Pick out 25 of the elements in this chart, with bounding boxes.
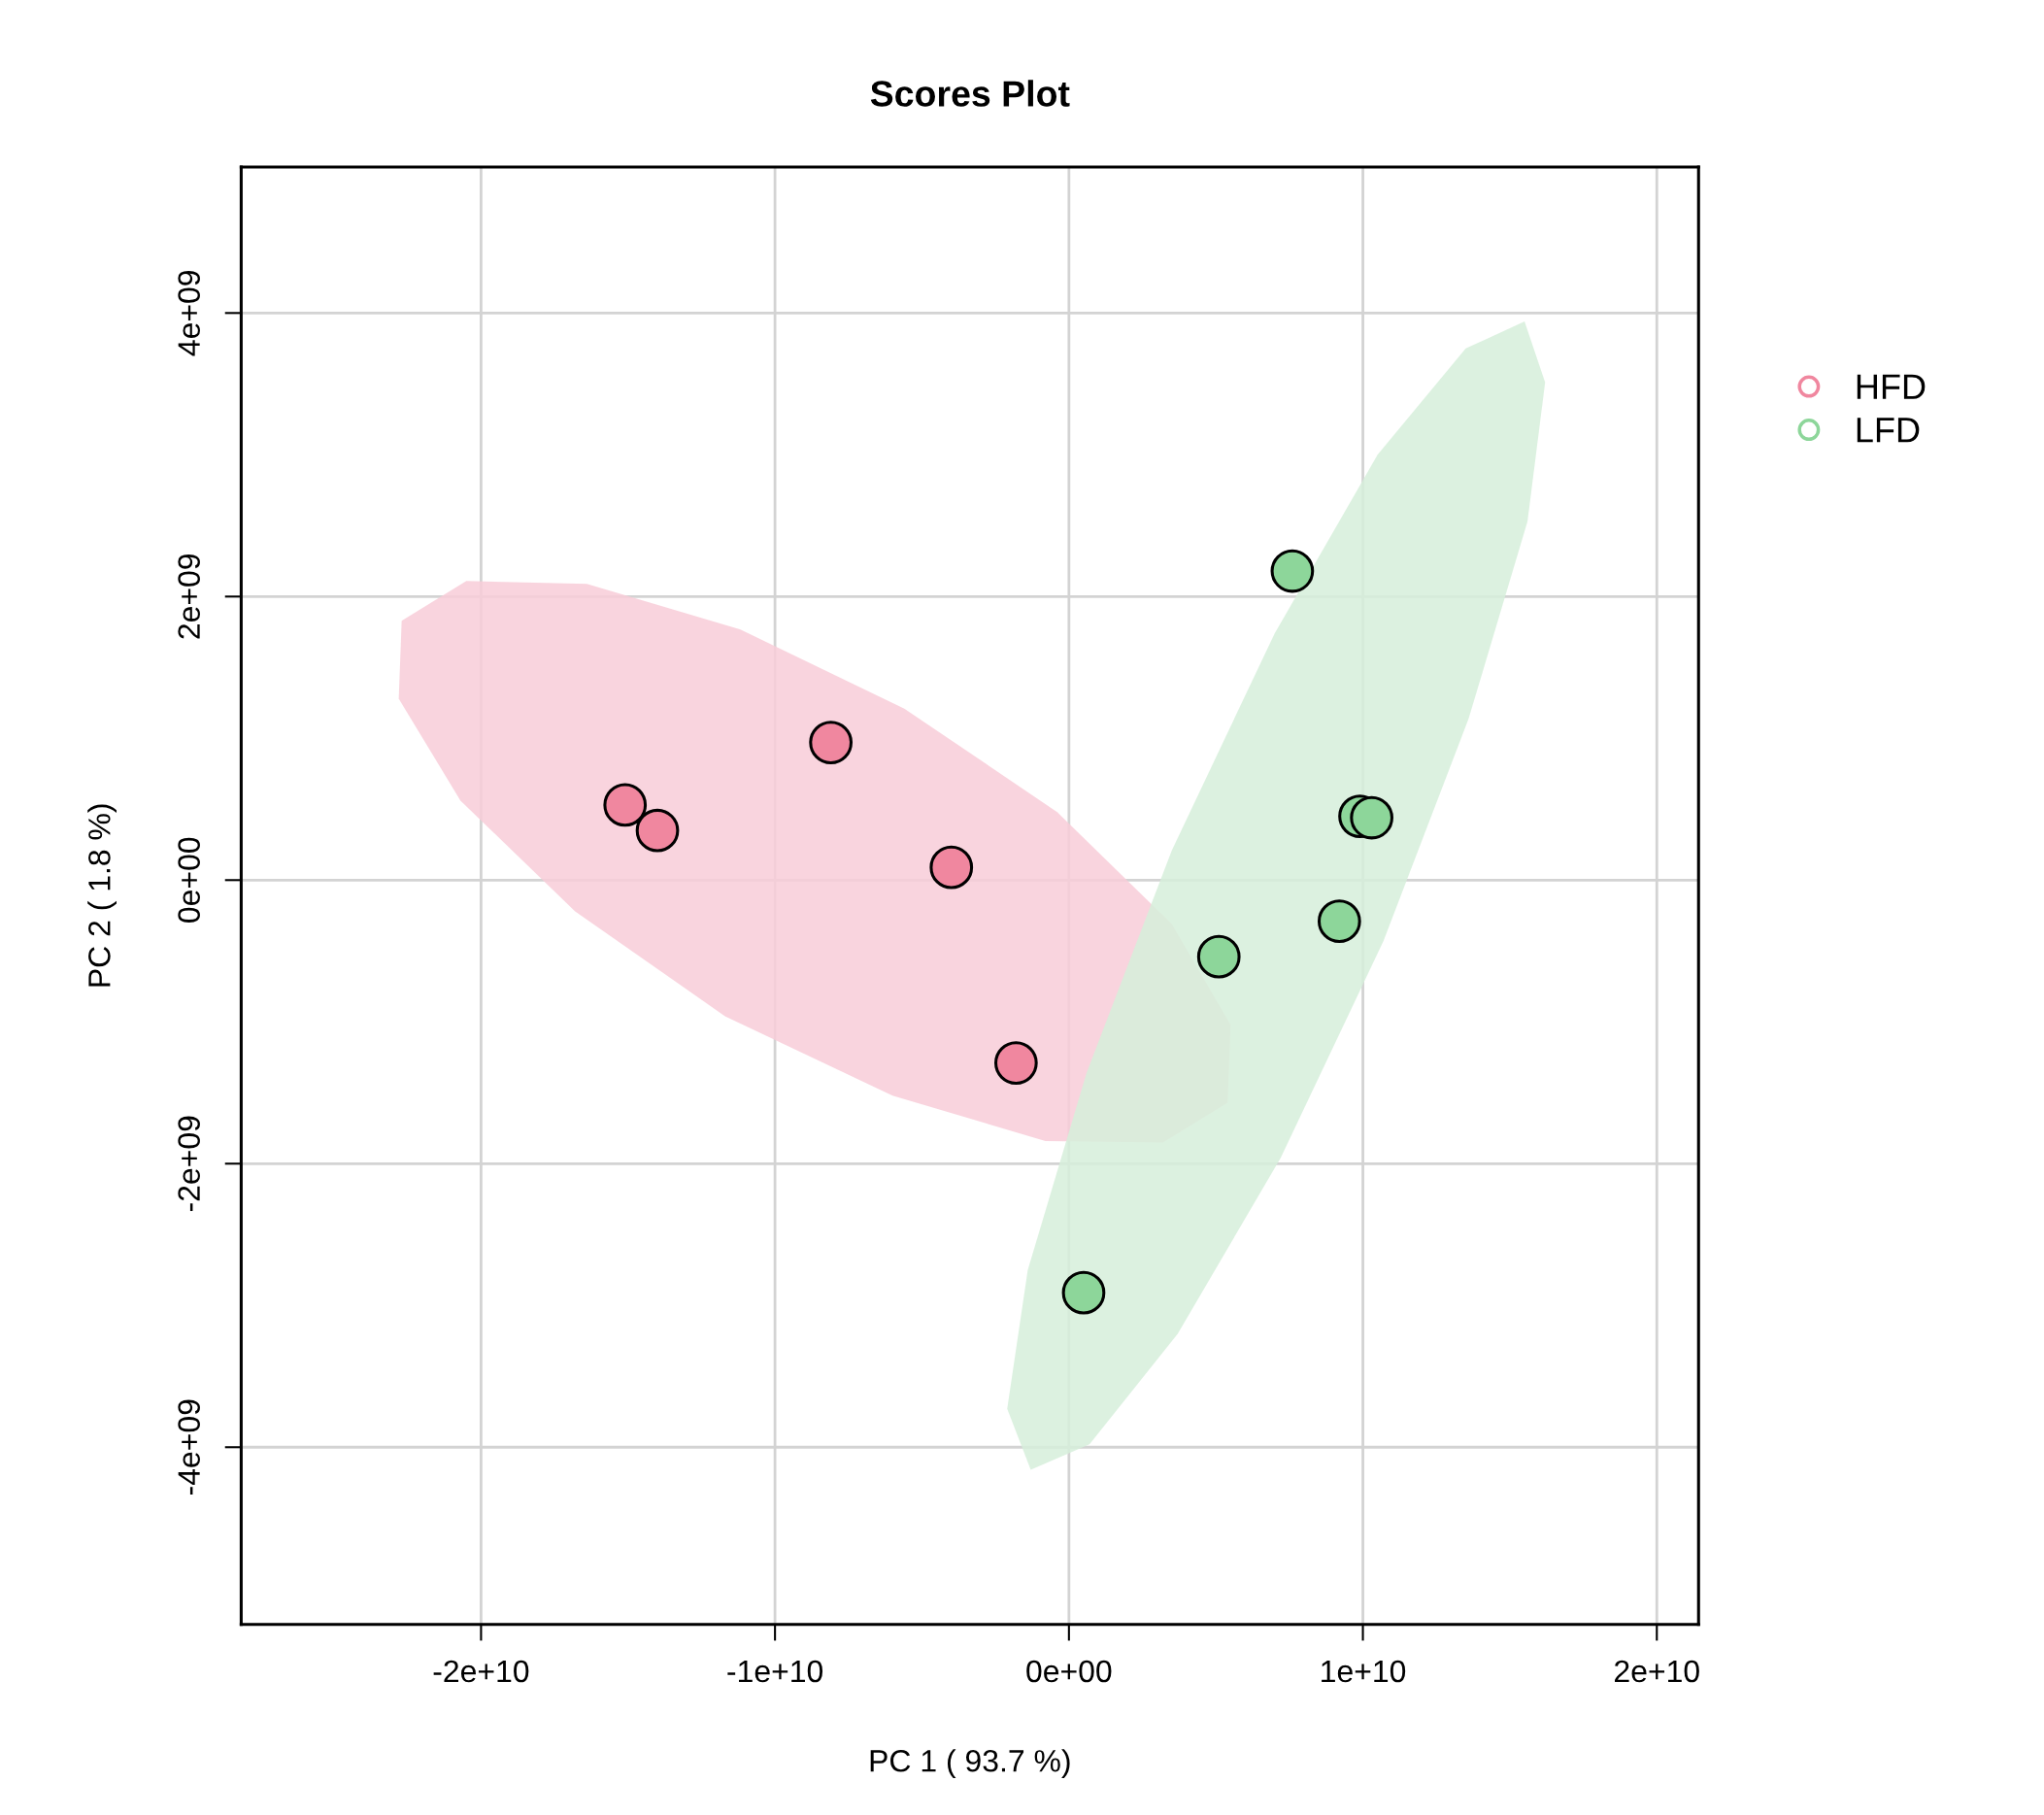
point — [1317, 899, 1361, 943]
y-axis-title: PC 2 ( 1.8 %) — [87, 804, 117, 987]
y-tick-label: -4e+09 — [178, 1399, 200, 1496]
legend-label: HFD — [1857, 374, 1926, 399]
legend-label: LFD — [1857, 418, 1920, 443]
point — [1196, 934, 1241, 979]
chart-title: Scores Plot — [870, 80, 1070, 107]
x-tick-label: 0e+00 — [1026, 1660, 1112, 1683]
point — [993, 1041, 1038, 1085]
point — [929, 845, 974, 890]
point — [809, 721, 853, 765]
y-tick-label: 2e+09 — [178, 554, 200, 639]
y-tick-label: 4e+09 — [178, 270, 200, 356]
point — [635, 808, 680, 853]
point — [1061, 1270, 1106, 1315]
x-tick-label: -1e+10 — [727, 1660, 823, 1683]
x-axis-title: PC 1 ( 93.7 %) — [870, 1749, 1070, 1778]
x-tick-label: 2e+10 — [1615, 1660, 1699, 1683]
y-tick-label: -2e+09 — [178, 1116, 200, 1212]
x-tick-label: -2e+10 — [433, 1660, 529, 1683]
y-tick-label: 0e+00 — [178, 837, 200, 923]
point — [1350, 795, 1393, 840]
point — [603, 783, 648, 827]
point — [1270, 549, 1315, 593]
x-tick-label: 1e+10 — [1322, 1660, 1406, 1683]
